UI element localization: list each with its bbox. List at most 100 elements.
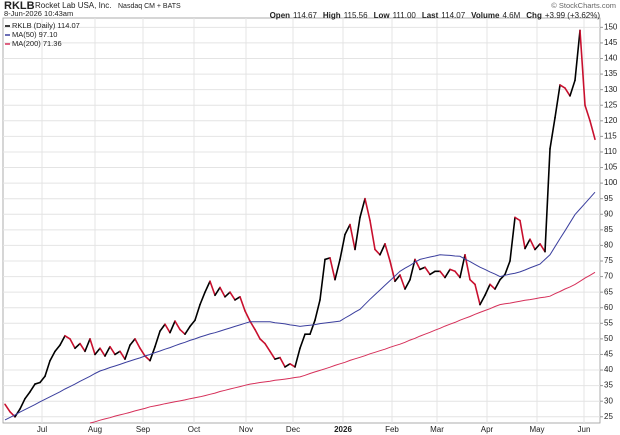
marks: [4, 29, 596, 424]
price-segment: [534, 243, 541, 251]
quote-label: Volume: [471, 11, 500, 20]
price-segment: [299, 333, 306, 350]
quote: Open 114.67 High 115.56 Low 111.00 Last 114.07 V…: [270, 11, 601, 20]
price-segment: [529, 238, 536, 251]
quote-label: Chg: [526, 11, 542, 20]
quote-label: Open: [270, 11, 291, 20]
price-segment: [584, 104, 591, 122]
price-segment: [284, 363, 291, 368]
copyright: © StockCharts.com: [551, 1, 616, 10]
price-segment: [449, 268, 456, 273]
y-tick-label: 125: [604, 100, 618, 109]
price-segment: [204, 280, 211, 293]
price-segment: [239, 296, 246, 312]
price-segment: [254, 328, 261, 340]
x-tick-label: 2026: [334, 425, 352, 434]
price-segment: [384, 243, 391, 262]
price-segment: [184, 325, 191, 336]
y-tick-label: 145: [604, 38, 618, 47]
price-segment: [249, 320, 256, 331]
price-segment: [264, 342, 271, 353]
price-segment: [34, 381, 41, 385]
price-segment: [309, 319, 316, 336]
price-segment: [94, 347, 101, 356]
y-tick-label: 70: [604, 272, 613, 281]
price-segment: [334, 258, 341, 281]
price-segment: [454, 270, 461, 279]
y-tick-label: 65: [604, 287, 613, 296]
price-segment: [339, 233, 346, 261]
price-segment: [19, 397, 26, 410]
price-segment: [469, 278, 476, 286]
price-segment: [4, 403, 11, 413]
legend-label: MA(50) 97.10: [12, 30, 57, 39]
y-tick-label: 85: [604, 225, 613, 234]
y-tick-label: 40: [604, 365, 613, 374]
y-tick-label: 95: [604, 194, 613, 203]
y-tick-label: 45: [604, 350, 613, 359]
price-segment: [364, 197, 371, 222]
y-tick-label: 90: [604, 209, 613, 218]
y-tick-label: 55: [604, 318, 613, 327]
y-tick-label: 50: [604, 334, 613, 343]
price-segment: [359, 197, 366, 219]
quote-value: 114.07: [441, 11, 465, 20]
x-tick-label: Mar: [430, 425, 444, 434]
price-segment: [74, 342, 81, 350]
legend-label: RKLB (Daily) 114.07: [12, 21, 80, 30]
price-segment: [269, 350, 276, 360]
price-segment: [279, 356, 286, 368]
y-tick-label: 100: [604, 178, 618, 187]
price-segment: [569, 79, 576, 97]
y-tick-label: 130: [604, 85, 618, 94]
price-segment: [154, 330, 161, 348]
price-segment: [99, 347, 106, 357]
price-segment: [274, 356, 281, 360]
price-segment: [549, 116, 556, 150]
moving-average: [89, 271, 596, 424]
y-tick-label: 150: [604, 22, 618, 31]
price-segment: [139, 347, 146, 357]
x-tick-label: Sep: [136, 425, 151, 434]
price-segment: [319, 258, 326, 301]
price-segment: [179, 328, 186, 336]
y-tick-label: 115: [604, 131, 617, 140]
price-segment: [189, 319, 196, 328]
price-segment: [389, 260, 396, 283]
price-segment: [504, 260, 511, 276]
price-segment: [314, 299, 321, 321]
price-segment: [159, 323, 166, 332]
price-segment: [354, 216, 361, 251]
price-segment: [229, 291, 236, 301]
price-segment: [199, 291, 206, 306]
y-tick-label: 135: [604, 69, 618, 78]
y-tick-label: 60: [604, 303, 613, 312]
price-segment: [134, 338, 141, 350]
price-segment: [464, 253, 471, 281]
price-segment: [14, 408, 21, 418]
price-segment: [489, 283, 496, 290]
x-tick-label: Jul: [37, 425, 47, 434]
price-segment: [169, 320, 176, 334]
price-segment: [244, 310, 251, 322]
x-tick-label: Feb: [385, 425, 399, 434]
price-segment: [129, 338, 136, 346]
x-tick-label: Aug: [88, 425, 102, 434]
quote-value: 4.6M: [502, 11, 520, 20]
price-segment: [419, 266, 426, 271]
x-tick-label: Apr: [481, 425, 494, 434]
price-segment: [394, 274, 401, 283]
quote-value: +3.99 (+3.62%): [545, 11, 600, 20]
price-segment: [84, 338, 91, 353]
price-segment: [234, 296, 241, 301]
price-segment: [209, 280, 216, 297]
price-segment: [29, 383, 36, 393]
quote-label: High: [323, 11, 341, 20]
y-tick-label: 105: [604, 163, 618, 172]
y-tick-label: 25: [604, 412, 613, 421]
price-segment: [259, 338, 266, 345]
price-segment: [114, 350, 121, 356]
price-segment: [369, 219, 376, 251]
price-segment: [224, 291, 231, 298]
